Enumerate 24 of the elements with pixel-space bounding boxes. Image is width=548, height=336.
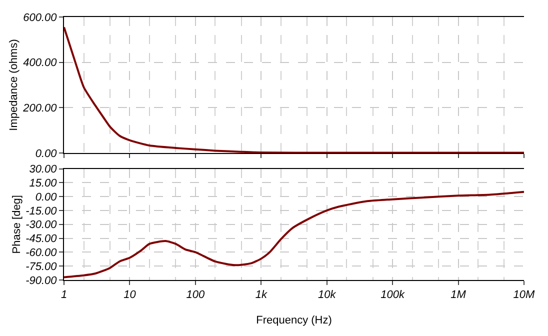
x-tick-label: 10M — [513, 289, 536, 302]
y-tick-label: 600.00 — [23, 12, 58, 24]
y-tick-label: 0.00 — [35, 148, 58, 160]
y-axis-title: Impedance (ohms) — [8, 39, 20, 131]
x-tick-label: 100k — [380, 289, 405, 302]
x-tick-label: 1M — [450, 289, 467, 302]
y-axis-title: Phase [deg] — [11, 195, 24, 254]
x-tick-label: 1 — [60, 289, 68, 302]
y-tick-label: 200.00 — [22, 102, 58, 114]
x-tick-label: 10k — [318, 289, 336, 302]
y-tick-label: -30.00 — [26, 219, 58, 232]
x-tick-label: 1k — [255, 289, 268, 302]
y-tick-label: 400.00 — [23, 57, 58, 70]
y-tick-label: -45.00 — [26, 233, 58, 246]
x-tick-label: 100 — [186, 289, 206, 302]
y-tick-label: 15.00 — [29, 178, 58, 190]
y-tick-label: 0.00 — [35, 191, 58, 204]
y-tick-label: -15.00 — [26, 205, 58, 218]
x-tick-label: 10 — [124, 289, 137, 302]
y-tick-label: -90.00 — [26, 274, 58, 287]
x-axis-title: Frequency (Hz) — [256, 314, 332, 326]
y-tick-label: 30.00 — [29, 164, 58, 176]
y-tick-label: -75.00 — [26, 260, 58, 273]
y-tick-label: -60.00 — [26, 247, 58, 260]
